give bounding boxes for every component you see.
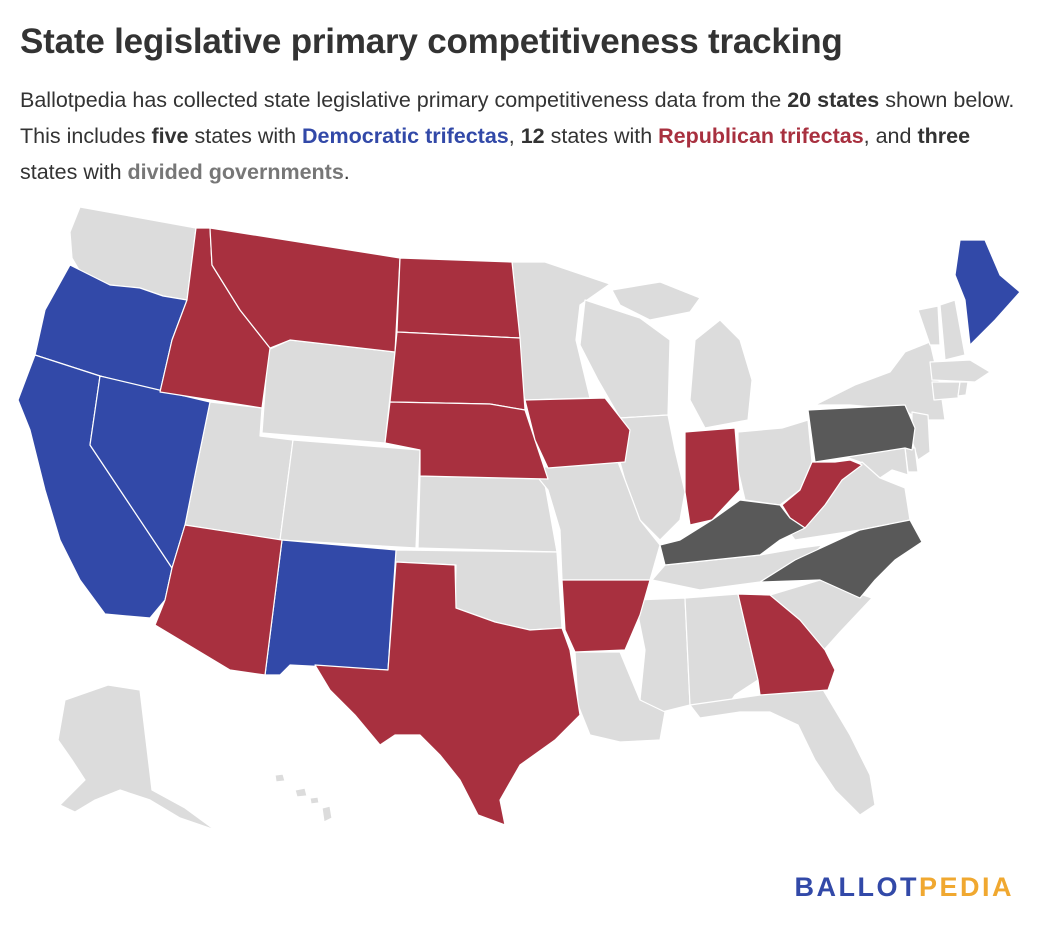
description-text-2: shown below. This includes [20, 88, 1015, 148]
description-text-3: states with [188, 124, 303, 148]
state-texas [314, 561, 581, 826]
state-iowa [524, 397, 631, 469]
state-connecticut [931, 381, 961, 401]
ballotpedia-logo: BALLOTPEDIA [794, 872, 1014, 903]
page-title: State legislative primary competitivenes… [20, 22, 843, 61]
count-total: 20 states [787, 88, 880, 112]
state-new-hampshire [939, 299, 966, 361]
state-missouri [529, 461, 661, 581]
description-text-5: states with [544, 124, 659, 148]
label-democratic-trifectas: Democratic trifectas [302, 124, 509, 148]
state-north-carolina [759, 519, 923, 599]
state-new-mexico [264, 539, 397, 676]
state-florida [689, 687, 876, 816]
logo-part-1: BALLOT [794, 872, 919, 902]
state-nebraska [384, 401, 549, 480]
state-louisiana [574, 651, 666, 743]
state-kansas [417, 475, 558, 553]
state-massachusetts [929, 359, 991, 383]
state-kentucky [659, 499, 806, 566]
description-text-4: , [508, 124, 521, 148]
state-illinois [617, 414, 686, 541]
state-arkansas [561, 579, 651, 653]
state-michigan [611, 281, 753, 429]
state-alaska [57, 684, 216, 831]
label-republican-trifectas: Republican trifectas [658, 124, 864, 148]
count-republican: 12 [520, 124, 545, 148]
label-divided-governments: divided governments [127, 160, 344, 184]
state-north-dakota [396, 257, 521, 339]
state-colorado [279, 439, 421, 549]
logo-part-2: PEDIA [918, 872, 1014, 902]
count-divided: three [917, 124, 971, 148]
description-text-6: , and [863, 124, 918, 148]
state-mississippi [634, 597, 691, 713]
state-maine [954, 239, 1021, 346]
description-text-7: states with [20, 160, 128, 184]
state-pennsylvania [807, 404, 916, 463]
state-georgia [737, 593, 836, 696]
description-text-1: Ballotpedia has collected state legislat… [20, 88, 788, 112]
state-south-dakota [389, 331, 526, 411]
state-wyoming [261, 339, 396, 444]
state-hawaii [274, 773, 333, 823]
description-text-8: . [343, 160, 350, 184]
state-vermont [917, 305, 941, 346]
count-democratic: five [151, 124, 189, 148]
us-state-map [17, 206, 1021, 831]
description: Ballotpedia has collected state legislat… [20, 82, 1020, 190]
state-rhode-island [957, 381, 969, 397]
state-arizona [154, 524, 283, 676]
